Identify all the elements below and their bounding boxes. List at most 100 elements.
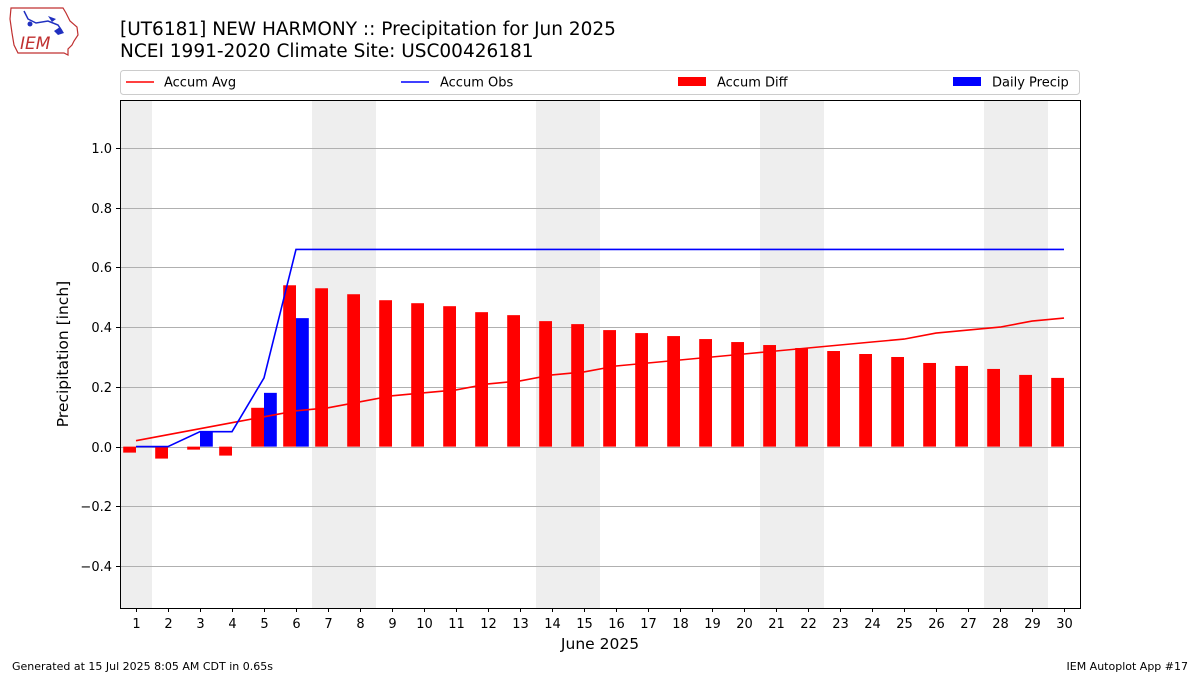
accum-diff-bar [251, 407, 264, 447]
x-tick-label: 23 [832, 617, 849, 632]
cloud-icon [54, 27, 64, 35]
accum-diff-bar [283, 285, 296, 447]
accum-diff-bar [155, 446, 168, 459]
chart-subtitle: NCEI 1991-2020 Climate Site: USC00426181 [120, 41, 534, 62]
x-axis: 1 2 3 4 5 6 7 8 9 10 11 12 13 14 15 16 17 18 19 20 21 22 23 24 2… [132, 608, 1073, 632]
accum-obs-line [136, 248, 1064, 448]
legend-swatch-accum-diff [678, 77, 706, 86]
x-tick-label: 10 [416, 617, 433, 632]
daily-precip-bar [296, 318, 309, 447]
x-tick-label: 13 [512, 617, 529, 632]
x-tick-label: 8 [356, 617, 364, 632]
daily-precip-bar [200, 431, 213, 447]
accum-diff-bar [795, 348, 808, 447]
x-tick-label: 16 [608, 617, 625, 632]
x-tick-label: 19 [704, 617, 721, 632]
plot-frame [120, 100, 1081, 609]
accum-diff-bar [123, 446, 136, 453]
y-tick-label: 0.8 [91, 202, 112, 217]
accum-diff-bar [987, 368, 1000, 447]
legend-label-accum-diff: Accum Diff [717, 76, 789, 91]
x-tick-label: 24 [864, 617, 881, 632]
x-tick-label: 27 [960, 617, 977, 632]
legend-label-accum-avg: Accum Avg [164, 76, 236, 91]
accum-diff-bar [539, 321, 552, 447]
accum-diff-bar [571, 324, 584, 447]
accum-diff-bar [635, 333, 648, 447]
accum-diff-bar [315, 288, 328, 447]
x-tick-label: 20 [736, 617, 753, 632]
chart-title: [UT6181] NEW HARMONY :: Precipitation fo… [120, 19, 616, 40]
x-tick-label: 2 [164, 617, 172, 632]
accum-diff-bar [699, 339, 712, 447]
x-tick-label: 1 [132, 617, 140, 632]
y-tick-label: −0.2 [80, 500, 112, 515]
weekend-band [120, 100, 152, 608]
x-tick-label: 28 [992, 617, 1009, 632]
state-outline-icon [9, 7, 79, 56]
accum-diff-bar [379, 300, 392, 447]
y-tick-label: 0.4 [91, 321, 112, 336]
legend: Accum Avg Accum Obs Accum Diff Daily Pre… [120, 70, 1080, 95]
accum-diff-bar [923, 362, 936, 447]
accum-diff-bar [411, 303, 424, 447]
accum-diff-bar [187, 446, 200, 450]
lines [135, 248, 1065, 448]
x-tick-label: 30 [1056, 617, 1073, 632]
title-block: [UT6181] NEW HARMONY :: Precipitation fo… [120, 19, 616, 62]
x-tick-label: 17 [640, 617, 657, 632]
x-tick-label: 29 [1024, 617, 1041, 632]
legend-label-accum-obs: Accum Obs [440, 76, 513, 91]
x-tick-label: 18 [672, 617, 689, 632]
accum-diff-bar [955, 365, 968, 447]
bars [123, 285, 1064, 459]
x-tick-label: 11 [448, 617, 465, 632]
accum-diff-bar [827, 351, 840, 447]
accum-diff-bar [667, 336, 680, 447]
legend-swatch-daily-precip [953, 77, 981, 86]
x-tick-label: 25 [896, 617, 913, 632]
y-tick-label: 0.2 [91, 381, 112, 396]
generated-footer: Generated at 15 Jul 2025 8:05 AM CDT in … [12, 660, 273, 673]
accum-diff-bar [1019, 374, 1032, 447]
accum-diff-bar [1051, 377, 1064, 447]
y-axis: −0.4 −0.2 0.0 0.2 0.4 0.6 0.8 1.0 [80, 142, 120, 575]
accum-diff-bar [859, 354, 872, 447]
y-axis-label: Precipitation [inch] [54, 281, 72, 427]
x-tick-label: 4 [228, 617, 236, 632]
y-tick-label: −0.4 [80, 560, 112, 575]
iem-logo: IEM [9, 7, 79, 56]
y-tick-label: 0.6 [91, 261, 112, 276]
accum-diff-bar [763, 345, 776, 447]
x-tick-label: 22 [800, 617, 817, 632]
logo-text: IEM [20, 34, 51, 54]
weekend-band [1016, 100, 1048, 608]
x-tick-label: 15 [576, 617, 593, 632]
gridlines [120, 148, 1080, 567]
accum-diff-bar [219, 446, 232, 456]
river-icon [23, 10, 63, 32]
y-tick-label: 0.0 [91, 441, 112, 456]
x-tick-label: 14 [544, 617, 561, 632]
legend-box [120, 70, 1080, 95]
wind-vane-icon [48, 16, 56, 22]
x-tick-label: 26 [928, 617, 945, 632]
legend-label-daily-precip: Daily Precip [992, 76, 1069, 91]
x-tick-label: 21 [768, 617, 785, 632]
y-tick-label: 1.0 [91, 142, 112, 157]
x-tick-label: 9 [388, 617, 396, 632]
accum-diff-bar [347, 294, 360, 447]
x-tick-label: 3 [196, 617, 204, 632]
x-tick-label: 7 [324, 617, 332, 632]
x-tick-label: 12 [480, 617, 497, 632]
accum-diff-bar [475, 312, 488, 447]
accum-diff-bar [891, 356, 904, 447]
x-tick-label: 5 [260, 617, 268, 632]
accum-diff-bar [603, 330, 616, 447]
accum-avg-line [135, 317, 1065, 442]
weekend-band [984, 100, 1016, 608]
app-footer: IEM Autoplot App #17 [1066, 660, 1189, 673]
accum-diff-bar [443, 306, 456, 447]
accum-diff-bar [731, 342, 744, 447]
